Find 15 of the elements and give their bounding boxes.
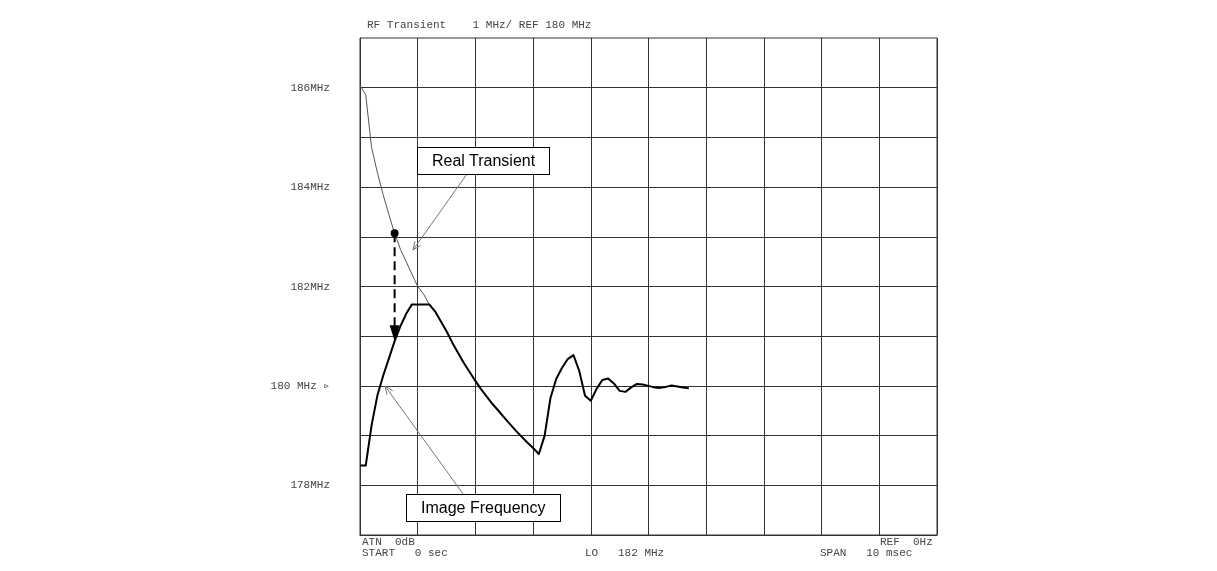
chart-title: RF Transient 1 MHz/ REF 180 MHz xyxy=(367,18,592,31)
annotation: Image Frequency xyxy=(406,494,561,522)
y-tick-label: 186MHz xyxy=(290,81,330,94)
text: SPAN 10 msec xyxy=(820,547,913,559)
text: ATN 0dB xyxy=(362,536,415,548)
line-series xyxy=(359,303,690,467)
y-tick-label: 178MHz xyxy=(290,479,330,492)
y-tick-label: 182MHz xyxy=(290,280,330,293)
y-tick-label: 180 MHz ▹ xyxy=(270,379,330,392)
text: LO 182 MHz xyxy=(585,547,665,559)
text: REF 0Hz xyxy=(880,536,933,548)
annotation: Real Transient xyxy=(417,147,551,175)
text: START 0 sec xyxy=(362,547,448,559)
line-series xyxy=(359,84,430,305)
y-tick-label: 184MHz xyxy=(290,181,330,194)
